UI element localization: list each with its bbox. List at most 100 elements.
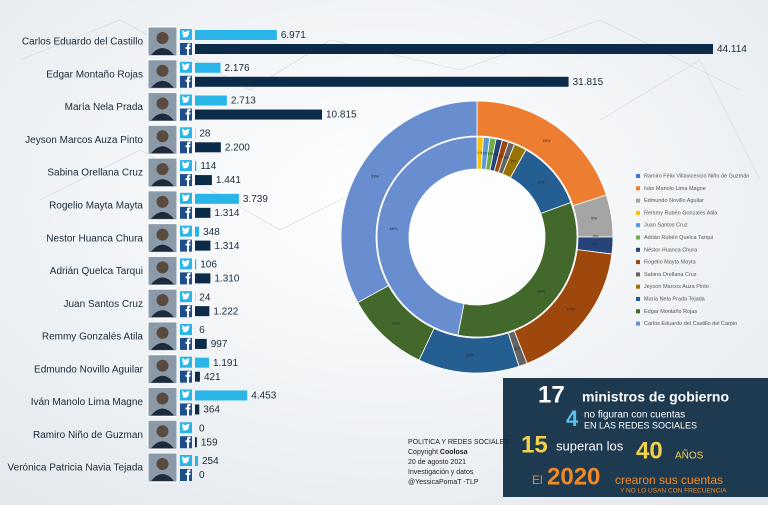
photo-head bbox=[156, 425, 169, 438]
value-label: 159 bbox=[201, 437, 218, 448]
donut-segment bbox=[340, 100, 478, 304]
value-label: 1.441 bbox=[216, 175, 241, 186]
legend-swatch bbox=[636, 260, 640, 265]
value-label: 2.713 bbox=[231, 96, 256, 107]
donut-chart: 0%20%5%0%0%0%2%17%1%0%12%10%33%0%0%0%1%1… bbox=[340, 100, 749, 374]
facebook-f bbox=[185, 305, 191, 318]
legend-swatch bbox=[636, 284, 640, 289]
value-label: 2.200 bbox=[225, 142, 250, 153]
legend-swatch bbox=[636, 174, 640, 178]
facebook-f bbox=[185, 240, 191, 252]
photo-body bbox=[151, 113, 174, 121]
facebook-bar bbox=[195, 371, 200, 382]
twitter-bar bbox=[195, 95, 227, 106]
twitter-bar bbox=[195, 161, 197, 172]
panel-background bbox=[503, 378, 768, 497]
legend-label: Edgar Montaño Rojas bbox=[644, 309, 697, 315]
value-label: 6.971 bbox=[281, 30, 306, 41]
twitter-bird bbox=[182, 62, 190, 71]
twitter-bird bbox=[182, 423, 190, 431]
value-label: 4.453 bbox=[251, 391, 276, 402]
value-label: 1.191 bbox=[213, 358, 238, 369]
summary-text: El bbox=[532, 473, 543, 487]
photo-body bbox=[151, 48, 174, 55]
value-label: 2.176 bbox=[225, 63, 250, 74]
value-label: 3.739 bbox=[243, 194, 268, 205]
segment-label: 46% bbox=[389, 226, 397, 231]
photo-head bbox=[156, 97, 169, 110]
value-label: 997 bbox=[211, 339, 228, 350]
value-label: 24 bbox=[199, 292, 211, 303]
segment-label: 17% bbox=[567, 307, 575, 312]
minister-name: María Nela Prada bbox=[65, 102, 144, 113]
photo-head bbox=[156, 163, 169, 176]
value-label: 1.310 bbox=[214, 274, 239, 285]
facebook-bar bbox=[195, 404, 200, 415]
twitter-bar bbox=[195, 357, 209, 368]
value-label: 28 bbox=[199, 128, 211, 139]
segment-label: 5% bbox=[591, 216, 597, 221]
photo-body bbox=[151, 375, 174, 383]
photo-head bbox=[156, 228, 169, 241]
minister-name: Ramiro Niño de Guzman bbox=[33, 430, 143, 441]
value-label: 254 bbox=[202, 456, 219, 467]
segment-label: 0% bbox=[593, 234, 599, 239]
legend-label: Remmy Rubén Gonzales Atila bbox=[644, 210, 718, 216]
photo-head bbox=[156, 64, 169, 77]
facebook-f bbox=[185, 338, 191, 350]
twitter-bird bbox=[182, 95, 190, 103]
minister-name: Jeyson Marcos Auza Pinto bbox=[25, 135, 143, 146]
segment-label: 10% bbox=[392, 320, 400, 325]
minister-name: Juan Santos Cruz bbox=[64, 299, 144, 310]
value-label: 348 bbox=[203, 227, 220, 238]
segment-label: 1% bbox=[514, 346, 520, 351]
twitter-bird bbox=[182, 30, 190, 38]
segment-label: 2% bbox=[511, 158, 517, 163]
credits-date: 20 de agosto 2021 bbox=[408, 459, 466, 466]
legend-label: María Nela Prada Tejada bbox=[644, 296, 706, 302]
facebook-bar bbox=[195, 240, 211, 251]
photo-body bbox=[151, 80, 174, 88]
segment-label: 0% bbox=[593, 234, 599, 239]
photo-body bbox=[151, 179, 174, 187]
legend-swatch bbox=[636, 297, 640, 301]
photo-body bbox=[151, 474, 174, 481]
facebook-bar bbox=[195, 76, 569, 87]
twitter-bar bbox=[195, 62, 221, 73]
minister-name: Edmundo Novillo Aguilar bbox=[34, 364, 144, 375]
facebook-bar bbox=[195, 44, 713, 54]
photo-head bbox=[156, 195, 169, 208]
facebook-bar bbox=[195, 207, 211, 218]
facebook-bar bbox=[195, 175, 212, 186]
segment-label: 1% bbox=[482, 150, 488, 155]
legend-swatch bbox=[636, 198, 640, 203]
segment-label: 33% bbox=[371, 174, 379, 179]
legend-label: Edmundo Novillo Aguilar bbox=[644, 198, 704, 204]
value-label: 1.222 bbox=[213, 306, 238, 317]
summary-number: 15 bbox=[521, 431, 548, 458]
credits-author: Coolosa bbox=[440, 449, 468, 456]
value-label: 6 bbox=[199, 325, 205, 336]
minister-name: Sabina Orellana Cruz bbox=[47, 168, 143, 179]
segment-label: 1% bbox=[493, 152, 499, 157]
summary-number: 40 bbox=[636, 437, 663, 464]
value-label: 0 bbox=[199, 470, 205, 481]
photo-head bbox=[156, 261, 169, 274]
value-label: 31.815 bbox=[573, 77, 604, 88]
credits-copyright-label: Copyright bbox=[408, 449, 438, 456]
legend-swatch bbox=[636, 321, 640, 326]
minister-name: Remmy Gonzalés Atila bbox=[42, 332, 144, 343]
facebook-f bbox=[185, 436, 191, 449]
value-label: 44.114 bbox=[717, 44, 747, 55]
legend-swatch bbox=[636, 223, 640, 228]
photo-head bbox=[156, 392, 169, 405]
facebook-f bbox=[185, 43, 191, 55]
minister-name: Iván Manolo Lima Magne bbox=[31, 397, 144, 408]
facebook-bar bbox=[195, 306, 210, 317]
value-label: 0 bbox=[199, 423, 205, 434]
credits-research: Investigación y datos bbox=[408, 469, 474, 476]
minister-name: Edgar Montaño Rojas bbox=[46, 69, 143, 80]
facebook-f bbox=[185, 141, 191, 154]
summary-text: superan los bbox=[556, 438, 624, 453]
twitter-bird bbox=[182, 193, 190, 202]
